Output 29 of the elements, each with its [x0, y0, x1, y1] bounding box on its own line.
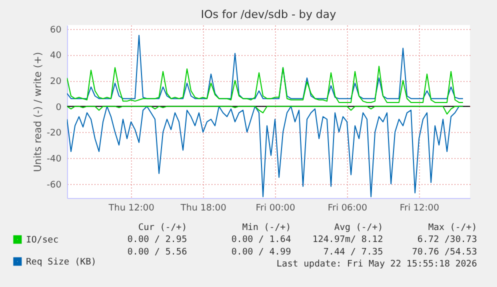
x-tick-label: Thu 12:00 [108, 204, 155, 214]
legend-label: IO/sec [26, 236, 59, 246]
text: 0.00 / 2.95 [127, 235, 187, 246]
text: 0.00 / 1.64 [231, 235, 291, 246]
text: Avg (-/+) [334, 223, 383, 233]
legend-label: Req Size (KB) [26, 258, 96, 268]
y-tick-label: -20 [46, 128, 62, 139]
x-tick-label: Fri 06:00 [328, 204, 368, 214]
text: Max (-/+) [428, 223, 477, 233]
y-tick-label: 0 [56, 102, 62, 113]
y-tick-label: 60 [50, 25, 62, 36]
text: 0.00 / 5.56 [127, 247, 187, 258]
y-tick-label: -60 [46, 180, 62, 190]
x-tick-label: Thu 18:00 [180, 204, 227, 214]
x-tick-label: Fri 00:00 [256, 204, 296, 214]
y-tick-label: -40 [46, 154, 62, 164]
text: Cur (-/+) [138, 223, 187, 233]
text: Min (-/+) [242, 223, 291, 233]
text: Last update: Fri May 22 15:55:18 2026 [276, 260, 477, 270]
y-axis-title: Units read (-) / write (+) [32, 52, 44, 172]
text: 0.00 / 4.99 [231, 247, 291, 258]
y-tick-label: 40 [50, 51, 62, 62]
text: 70.76 /54.53 [412, 247, 477, 258]
text: 6.72 /30.73 [417, 235, 477, 246]
y-tick-label: 20 [50, 77, 62, 88]
text: 7.44 / 7.35 [323, 247, 383, 258]
x-tick-label: Fri 12:00 [400, 204, 440, 214]
text: 124.97m/ 8.12 [312, 235, 383, 246]
chart-title: IOs for /dev/sdb - by day [200, 8, 337, 21]
